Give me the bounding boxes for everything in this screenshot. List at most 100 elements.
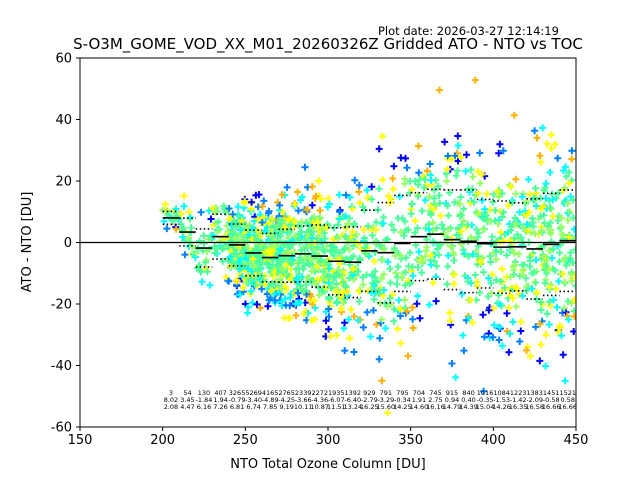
scatter-point xyxy=(490,321,498,329)
scatter-point xyxy=(512,220,520,228)
scatter-point xyxy=(292,312,300,319)
scatter-point xyxy=(465,252,473,260)
scatter-point xyxy=(457,211,465,219)
x-tick-label: 400 xyxy=(481,433,506,448)
scatter-point xyxy=(547,145,555,152)
scatter-point xyxy=(330,249,338,257)
scatter-point xyxy=(378,256,386,264)
scatter-point xyxy=(492,255,500,263)
scatter-point xyxy=(196,237,204,245)
scatter-point xyxy=(400,232,408,240)
scatter-point xyxy=(516,338,524,345)
scatter-point xyxy=(356,254,364,262)
scatter-point xyxy=(325,264,333,272)
scatter-point xyxy=(281,223,288,231)
chart-title: S-O3M_GOME_VOD_XX_M01_20260326Z Gridded … xyxy=(73,35,583,54)
scatter-point xyxy=(526,253,534,261)
scatter-point xyxy=(570,296,576,304)
scatter-point xyxy=(518,193,526,201)
scatter-point xyxy=(356,199,364,207)
scatter-point xyxy=(542,180,550,188)
bin-count-label: 2339 xyxy=(295,389,312,397)
scatter-point xyxy=(305,242,313,249)
scatter-point xyxy=(419,257,427,265)
scatter-point xyxy=(247,205,255,213)
scatter-point xyxy=(225,277,233,285)
scatter-point xyxy=(292,300,299,308)
bin-count-label: 1935 xyxy=(328,389,345,397)
scatter-point xyxy=(363,239,371,247)
scatter-point xyxy=(497,228,505,236)
scatter-point xyxy=(546,204,554,212)
scatter-point xyxy=(350,242,357,250)
scatter-point xyxy=(177,210,185,218)
scatter-point xyxy=(437,212,445,220)
scatter-point xyxy=(283,183,291,191)
x-tick-label: 250 xyxy=(233,433,258,448)
scatter-point xyxy=(433,262,441,270)
scatter-point xyxy=(200,240,208,247)
scatter-point xyxy=(310,297,318,305)
scatter-point xyxy=(341,347,349,355)
scatter-point xyxy=(408,200,416,208)
scatter-point xyxy=(208,204,216,212)
scatter-point xyxy=(434,182,442,190)
scatter-point xyxy=(386,294,394,302)
scatter-point xyxy=(427,209,435,217)
bin-std-label: 14.60 xyxy=(410,403,429,411)
scatter-point xyxy=(349,265,357,273)
scatter-point xyxy=(311,279,319,287)
scatter-point xyxy=(505,304,513,312)
bin-std-label: 16.25 xyxy=(360,403,379,411)
scatter-point xyxy=(185,234,192,242)
bin-std-label: 7.85 xyxy=(263,403,277,411)
scatter-point xyxy=(571,235,576,243)
scatter-point xyxy=(545,246,553,254)
scatter-point xyxy=(546,168,554,176)
scatter-point xyxy=(300,287,308,295)
scatter-point xyxy=(496,140,504,148)
scatter-point xyxy=(500,208,508,216)
scatter-point xyxy=(259,277,267,285)
scatter-point xyxy=(309,300,316,308)
bin-mean-label: -3.66 xyxy=(295,396,312,404)
scatter-point xyxy=(406,249,414,257)
scatter-point xyxy=(281,314,289,322)
scatter-point xyxy=(459,331,467,339)
scatter-point xyxy=(260,197,268,205)
scatter-point xyxy=(396,312,404,320)
scatter-point xyxy=(523,220,531,228)
scatter-point xyxy=(512,303,520,311)
bin-count-label: 1016 xyxy=(477,389,494,397)
scatter-point xyxy=(244,265,252,273)
bin-count-label: 929 xyxy=(363,389,375,397)
scatter-point xyxy=(533,134,541,142)
scatter-point xyxy=(478,197,486,204)
scatter-point xyxy=(568,147,576,155)
scatter-point xyxy=(487,279,495,287)
scatter-point xyxy=(390,317,398,325)
scatter-point xyxy=(334,235,342,243)
scatter-point xyxy=(565,233,573,241)
scatter-point xyxy=(368,232,376,239)
scatter-point xyxy=(421,176,429,184)
bin-mean-label: -0.35 xyxy=(477,396,494,404)
scatter-point xyxy=(301,163,309,171)
scatter-point xyxy=(418,207,426,215)
scatter-point xyxy=(360,234,368,242)
scatter-point xyxy=(510,249,518,257)
scatter-point xyxy=(312,192,320,200)
scatter-point xyxy=(479,254,487,262)
scatter-point xyxy=(443,165,451,173)
scatter-point xyxy=(342,191,350,199)
scatter-point xyxy=(278,191,286,199)
scatter-point xyxy=(481,205,489,213)
scatter-point xyxy=(483,190,491,198)
scatter-point xyxy=(373,321,380,328)
scatter-point xyxy=(355,298,363,306)
scatter-point xyxy=(498,190,506,197)
scatter-point xyxy=(304,273,311,281)
scatter-point xyxy=(426,160,434,168)
bin-std-label: 15.60 xyxy=(377,403,396,411)
scatter-point xyxy=(180,192,188,200)
